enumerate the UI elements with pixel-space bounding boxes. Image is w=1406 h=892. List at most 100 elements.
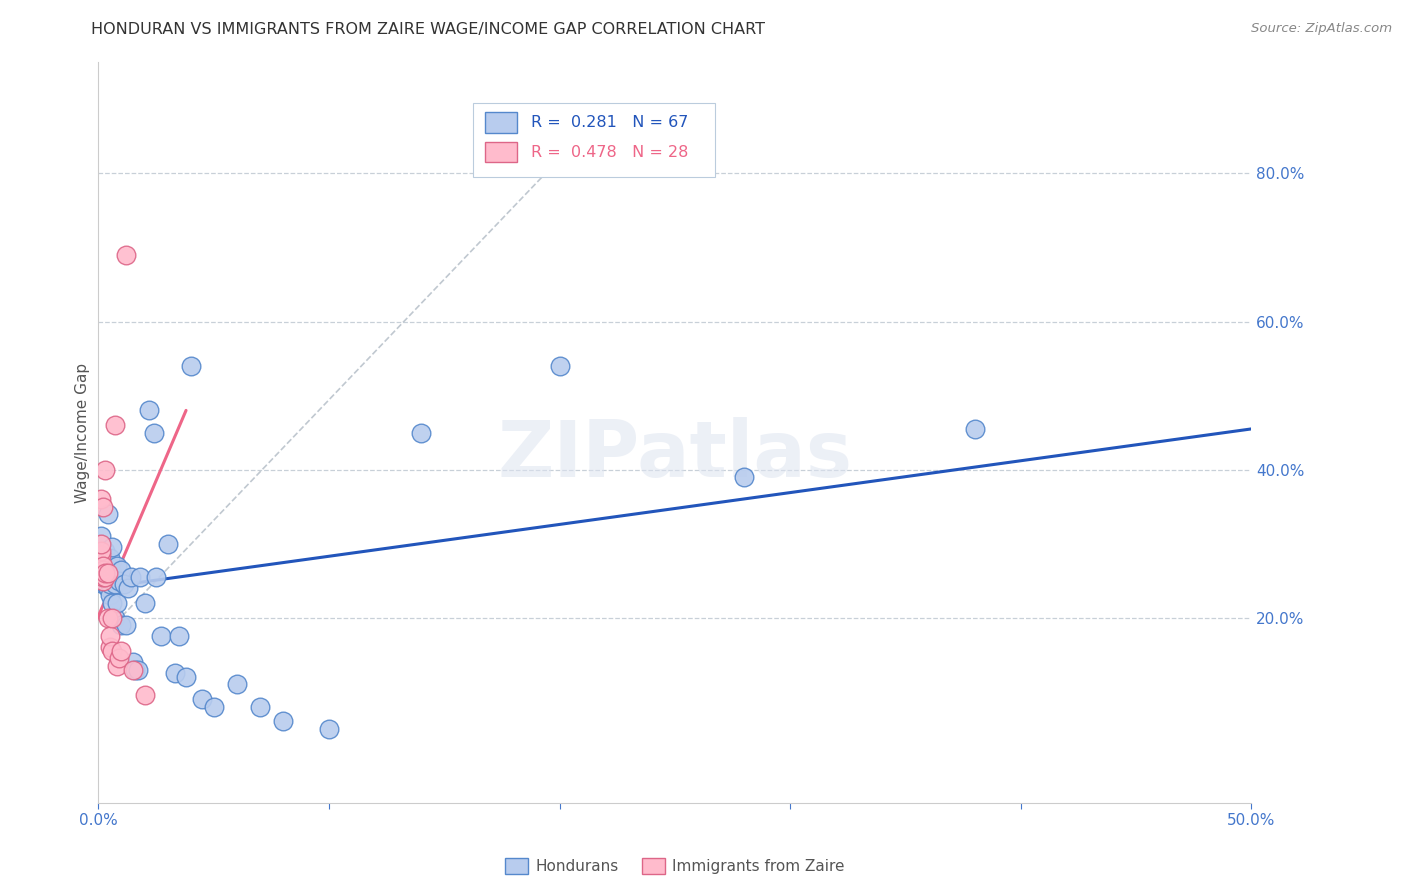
Point <box>105 558 128 573</box>
Point <box>90 555 112 569</box>
Y-axis label: Wage/Income Gap: Wage/Income Gap <box>75 362 90 503</box>
Point <box>167 629 190 643</box>
Point <box>91 574 114 588</box>
Point <box>110 563 132 577</box>
Point <box>101 644 124 658</box>
FancyBboxPatch shape <box>485 142 517 162</box>
Point <box>91 566 114 581</box>
Point <box>120 570 142 584</box>
Point <box>101 596 124 610</box>
Point <box>97 574 120 588</box>
Point <box>108 574 131 588</box>
Point <box>318 722 340 736</box>
FancyBboxPatch shape <box>472 103 716 178</box>
Point <box>94 577 117 591</box>
Point <box>174 670 197 684</box>
Point <box>91 574 114 588</box>
Point <box>91 570 114 584</box>
Point <box>145 570 167 584</box>
Point <box>110 644 132 658</box>
Text: Source: ZipAtlas.com: Source: ZipAtlas.com <box>1251 22 1392 36</box>
Point <box>98 551 121 566</box>
Text: HONDURAN VS IMMIGRANTS FROM ZAIRE WAGE/INCOME GAP CORRELATION CHART: HONDURAN VS IMMIGRANTS FROM ZAIRE WAGE/I… <box>91 22 765 37</box>
Point <box>142 425 165 440</box>
Point <box>94 566 117 581</box>
Point <box>97 566 120 581</box>
Point <box>91 577 114 591</box>
Point <box>103 611 125 625</box>
Point <box>108 651 131 665</box>
Text: R =  0.478   N = 28: R = 0.478 N = 28 <box>531 145 688 160</box>
Legend: Hondurans, Immigrants from Zaire: Hondurans, Immigrants from Zaire <box>499 852 851 880</box>
Point <box>98 629 121 643</box>
Point <box>124 663 146 677</box>
Point <box>91 558 114 573</box>
Point <box>98 563 121 577</box>
Point <box>98 577 121 591</box>
Point <box>101 611 124 625</box>
Point <box>94 544 117 558</box>
Point <box>548 359 571 373</box>
Point <box>90 558 112 573</box>
Point <box>94 566 117 581</box>
Point <box>98 589 121 603</box>
Point <box>115 618 138 632</box>
Point <box>94 558 117 573</box>
Point <box>163 666 186 681</box>
Point <box>112 577 135 591</box>
Point <box>90 541 112 555</box>
Point <box>98 640 121 655</box>
Point <box>91 558 114 573</box>
Point <box>156 537 179 551</box>
Point <box>105 658 128 673</box>
Point <box>225 677 247 691</box>
Point <box>963 422 986 436</box>
Point <box>733 470 755 484</box>
Point <box>202 699 225 714</box>
Point <box>127 663 149 677</box>
Text: R =  0.281   N = 67: R = 0.281 N = 67 <box>531 115 688 130</box>
Point <box>90 566 112 581</box>
Point <box>129 570 152 584</box>
Point <box>90 544 112 558</box>
Point <box>110 618 132 632</box>
Point <box>94 570 117 584</box>
Point <box>91 570 114 584</box>
Point <box>90 548 112 562</box>
Point <box>97 566 120 581</box>
Point <box>191 692 214 706</box>
Point <box>103 577 125 591</box>
Point <box>91 551 114 566</box>
Point <box>94 462 117 476</box>
Point <box>90 492 112 507</box>
Point <box>90 548 112 562</box>
Point <box>101 566 124 581</box>
Point <box>97 507 120 521</box>
Point <box>90 544 112 558</box>
Point <box>90 566 112 581</box>
Point <box>91 500 114 514</box>
Text: ZIPatlas: ZIPatlas <box>498 417 852 493</box>
Point <box>122 663 145 677</box>
Point <box>115 248 138 262</box>
Point <box>97 611 120 625</box>
Point <box>180 359 202 373</box>
Point <box>149 629 172 643</box>
Point <box>249 699 271 714</box>
FancyBboxPatch shape <box>485 112 517 133</box>
Point <box>101 541 124 555</box>
Point <box>91 563 114 577</box>
Point <box>91 563 114 577</box>
Point <box>103 418 125 433</box>
Point <box>90 537 112 551</box>
Point <box>117 581 139 595</box>
Point <box>134 596 156 610</box>
Point <box>94 563 117 577</box>
Point <box>90 537 112 551</box>
Point <box>94 570 117 584</box>
Point <box>90 551 112 566</box>
Point <box>97 581 120 595</box>
Point <box>90 529 112 543</box>
Point <box>134 689 156 703</box>
Point <box>105 596 128 610</box>
